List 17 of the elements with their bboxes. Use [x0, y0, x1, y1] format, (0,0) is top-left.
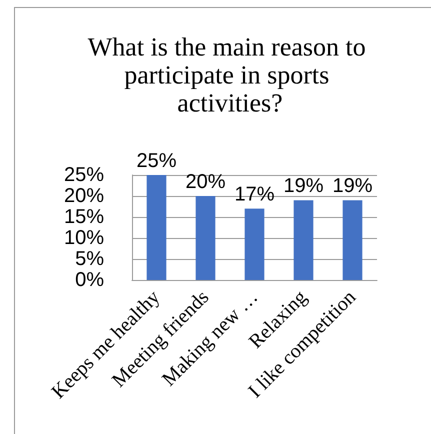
- bar: [196, 196, 216, 280]
- y-tick-label: 10%: [64, 227, 104, 249]
- y-tick-label: 5%: [75, 248, 104, 270]
- bar: [342, 200, 362, 280]
- y-tick-label: 15%: [64, 206, 104, 228]
- bar: [146, 175, 166, 280]
- data-label: 25%: [136, 150, 177, 172]
- bar: [294, 200, 314, 280]
- data-label: 19%: [332, 175, 373, 198]
- data-label: 19%: [283, 175, 324, 198]
- data-label: 17%: [234, 184, 275, 206]
- y-tick-label: 20%: [64, 185, 104, 207]
- data-label: 20%: [185, 171, 226, 193]
- y-tick-label: 25%: [64, 164, 104, 186]
- bar: [244, 208, 264, 280]
- chart-title: What is the main reason to participate in sports activities?: [88, 32, 372, 118]
- y-tick-label: 0%: [75, 269, 104, 291]
